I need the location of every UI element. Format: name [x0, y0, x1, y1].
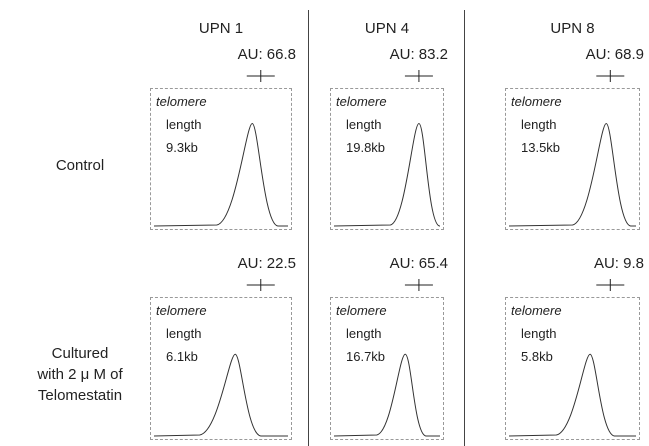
panel-text: length	[521, 323, 556, 345]
au-label: AU: 83.2	[390, 46, 448, 63]
panel-text: length	[346, 114, 381, 136]
panel-text: telomere	[156, 300, 207, 322]
panel-text: telomere	[156, 91, 207, 113]
row-label: Control	[20, 155, 140, 176]
panel-text: 6.1kb	[166, 346, 198, 368]
panel-text: 19.8kb	[346, 137, 385, 159]
panel-text: length	[166, 114, 201, 136]
panel-text: 13.5kb	[521, 137, 560, 159]
row-label: with 2 μ M of	[20, 364, 140, 385]
figure: UPN 1UPN 4UPN 8ControlAU: 66.8telomerele…	[0, 0, 649, 446]
row-label: Cultured	[20, 343, 140, 364]
panel-text: telomere	[336, 91, 387, 113]
au-label: AU: 9.8	[594, 255, 644, 272]
row-label: Telomestatin	[20, 385, 140, 406]
au-label: AU: 66.8	[238, 46, 296, 63]
au-label: AU: 65.4	[390, 255, 448, 272]
panel-text: length	[346, 323, 381, 345]
panel-text: 9.3kb	[166, 137, 198, 159]
panel-text: length	[166, 323, 201, 345]
au-label: AU: 68.9	[586, 46, 644, 63]
panel-text: 16.7kb	[346, 346, 385, 368]
panel-text: 5.8kb	[521, 346, 553, 368]
au-label: AU: 22.5	[238, 255, 296, 272]
panel-text: telomere	[336, 300, 387, 322]
panel-text: telomere	[511, 91, 562, 113]
panel-text: telomere	[511, 300, 562, 322]
panel-text: length	[521, 114, 556, 136]
